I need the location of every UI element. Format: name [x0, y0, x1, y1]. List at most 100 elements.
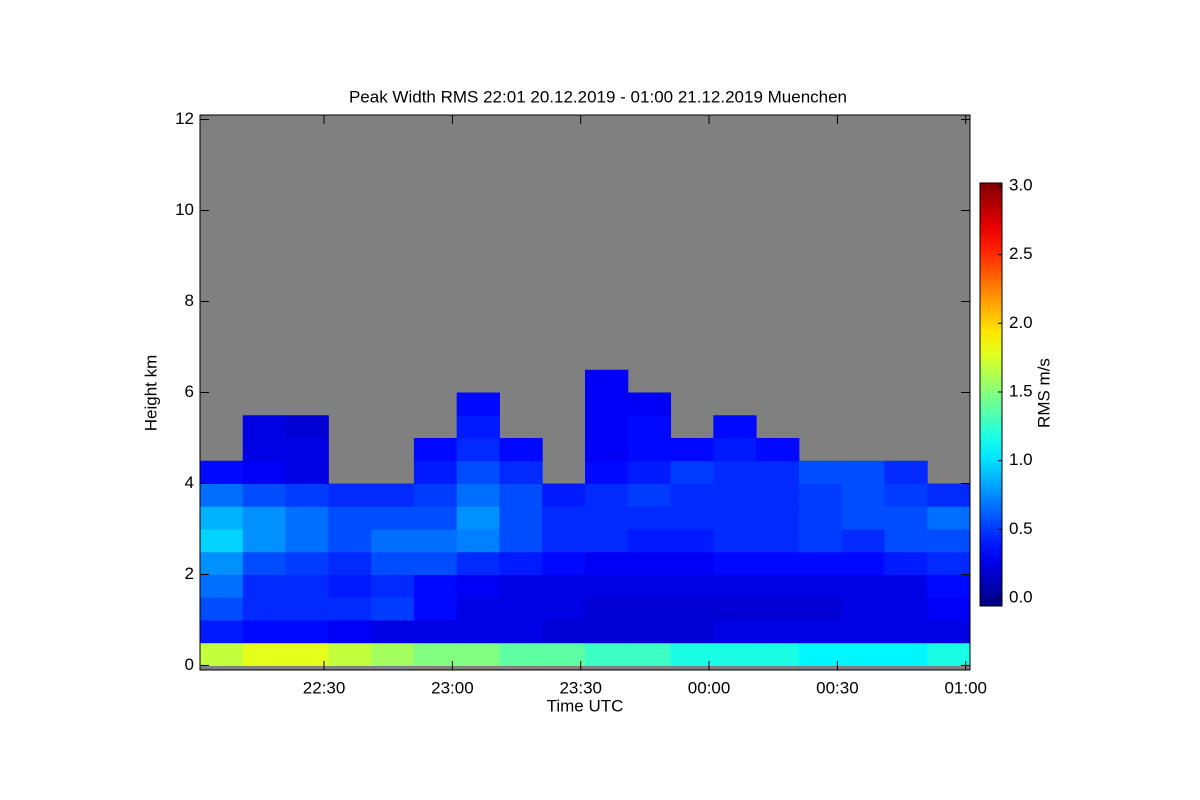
heatmap-cell [413, 642, 458, 666]
heatmap-cell [585, 642, 629, 666]
heatmap-cell [884, 642, 928, 666]
heatmap-cell [627, 642, 672, 666]
heatmap-cell [413, 460, 458, 484]
heatmap-cell [285, 619, 329, 644]
heatmap-cell [756, 483, 800, 507]
heatmap-cell [371, 551, 415, 575]
heatmap-cell [585, 528, 629, 553]
colorbar-tick-label: 0.5 [1009, 519, 1033, 538]
heatmap-cell [413, 483, 458, 507]
heatmap-cell [285, 528, 329, 553]
heatmap-cell [242, 574, 287, 598]
heatmap-cell [756, 528, 800, 553]
heatmap-cell [713, 642, 757, 666]
colorbar-tick-label: 3.0 [1009, 175, 1033, 194]
heatmap-cell [798, 460, 843, 484]
heatmap-cell [927, 528, 970, 553]
heatmap-cell [285, 415, 329, 439]
heatmap-cell [756, 437, 800, 462]
heatmap-cell [542, 528, 586, 553]
heatmap-cell [200, 574, 244, 598]
heatmap-cell [285, 597, 329, 621]
heatmap-cell [841, 506, 885, 530]
y-tick-label: 10 [175, 200, 194, 219]
y-tick-label: 2 [185, 564, 194, 583]
heatmap-cell [456, 574, 500, 598]
heatmap-cell [413, 619, 458, 644]
heatmap-cell [670, 506, 714, 530]
heatmap-cell [285, 437, 329, 462]
heatmap-cell [328, 619, 372, 644]
heatmap-cell [456, 642, 500, 666]
heatmap-cell [841, 483, 885, 507]
heatmap-cell [456, 597, 500, 621]
heatmap-cell [242, 415, 287, 439]
heatmap-cell [413, 574, 458, 598]
heatmap-cell [328, 597, 372, 621]
heatmap-cell [542, 574, 586, 598]
heatmap-cell [542, 483, 586, 507]
colorbar-tick-label: 2.0 [1009, 313, 1033, 332]
heatmap-cell [585, 483, 629, 507]
heatmap-cell [927, 642, 970, 666]
heatmap-cell [499, 597, 543, 621]
heatmap-cell [841, 460, 885, 484]
heatmap-cell [456, 437, 500, 462]
heatmap-cell [242, 551, 287, 575]
heatmap-cell [285, 551, 329, 575]
heatmap-cell [756, 506, 800, 530]
heatmap-cell [242, 528, 287, 553]
y-tick-label: 12 [175, 109, 194, 128]
heatmap-cell [242, 642, 287, 666]
heatmap-cell [585, 392, 629, 416]
heatmap-cell [285, 642, 329, 666]
colorbar-tick-label: 1.0 [1009, 450, 1033, 469]
heatmap-cell [713, 460, 757, 484]
heatmap-cell [456, 392, 500, 416]
heatmap-cell [841, 642, 885, 666]
heatmap-cell [585, 437, 629, 462]
x-tick-label: 22:30 [303, 678, 346, 697]
heatmap-cell [927, 551, 970, 575]
colorbar-label: RMS m/s [1034, 358, 1053, 428]
heatmap-cell [756, 460, 800, 484]
heatmap-cell [542, 551, 586, 575]
x-tick-label: 00:30 [816, 678, 859, 697]
heatmap-cell [413, 597, 458, 621]
heatmap-cell [756, 574, 800, 598]
heatmap-cell [200, 619, 244, 644]
heatmap-cell [328, 483, 372, 507]
heatmap-cell [798, 642, 843, 666]
heatmap-cell [371, 597, 415, 621]
heatmap-cell [627, 597, 672, 621]
heatmap-cell [670, 597, 714, 621]
heatmap-cell [585, 415, 629, 439]
heatmap-cell [456, 415, 500, 439]
heatmap-cell [371, 642, 415, 666]
heatmap-cell [841, 574, 885, 598]
heatmap-cell [542, 506, 586, 530]
x-tick-label: 01:00 [944, 678, 987, 697]
heatmap-cell [670, 528, 714, 553]
heatmap-cell [200, 597, 244, 621]
heatmap-cell [499, 528, 543, 553]
heatmap-cell [456, 528, 500, 553]
heatmap-cell [670, 437, 714, 462]
heatmap-cell [542, 597, 586, 621]
heatmap-cell [756, 551, 800, 575]
heatmap-cell [200, 460, 244, 484]
heatmap-cell [798, 551, 843, 575]
y-tick-label: 4 [185, 473, 194, 492]
heatmap-cell [285, 506, 329, 530]
heatmap-cell [499, 574, 543, 598]
heatmap-cell [413, 528, 458, 553]
heatmap-cell [499, 506, 543, 530]
chart-title: Peak Width RMS 22:01 20.12.2019 - 01:00 … [349, 87, 847, 106]
heatmap-cell [798, 574, 843, 598]
x-axis-label: Time UTC [547, 696, 624, 715]
heatmap-cell [328, 642, 372, 666]
heatmap-cell [242, 619, 287, 644]
x-tick-label: 23:30 [559, 678, 602, 697]
heatmap-cell [756, 642, 800, 666]
heatmap-cell [371, 619, 415, 644]
